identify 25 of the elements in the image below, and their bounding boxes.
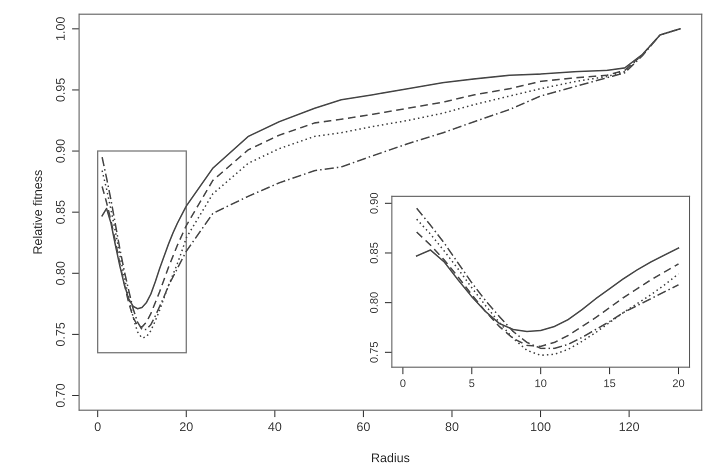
x-tick-label: 100 bbox=[531, 422, 550, 432]
x-tick-label: 20 bbox=[672, 379, 684, 388]
y-tick-label: 1.00 bbox=[56, 17, 65, 40]
y-tick-label: 0.90 bbox=[370, 192, 378, 214]
y-tick-label: 0.90 bbox=[56, 139, 65, 163]
x-axis-title: Radius bbox=[372, 453, 410, 462]
x-tick-label: 5 bbox=[469, 379, 474, 388]
y-tick-label: 0.80 bbox=[370, 292, 378, 314]
x-tick-label: 15 bbox=[604, 379, 616, 388]
x-tick-label: 20 bbox=[180, 422, 193, 432]
y-tick-label: 0.75 bbox=[370, 342, 378, 363]
x-tick-label: 80 bbox=[446, 422, 458, 432]
y-tick-label: 0.85 bbox=[56, 200, 65, 224]
x-tick-label: 0 bbox=[94, 422, 101, 432]
x-tick-label: 60 bbox=[357, 422, 370, 432]
x-tick-label: 0 bbox=[400, 379, 406, 388]
x-tick-label: 10 bbox=[535, 379, 546, 388]
y-axis-title: Relative fitness bbox=[32, 170, 42, 254]
x-tick-label: 40 bbox=[268, 422, 282, 432]
y-tick-label: 0.85 bbox=[370, 242, 378, 264]
y-tick-label: 0.95 bbox=[56, 78, 65, 102]
x-tick-label: 120 bbox=[620, 422, 640, 432]
y-tick-label: 0.80 bbox=[56, 262, 65, 285]
y-tick-label: 0.70 bbox=[56, 384, 65, 408]
y-tick-label: 0.75 bbox=[56, 322, 65, 346]
